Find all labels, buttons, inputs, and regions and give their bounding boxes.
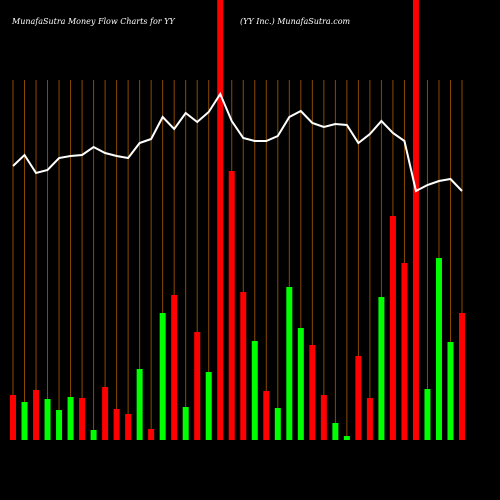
bar	[159, 313, 166, 440]
bar	[67, 397, 74, 440]
bar	[148, 429, 155, 440]
bar	[10, 395, 16, 440]
bar	[343, 436, 350, 440]
bar	[125, 414, 132, 440]
bar	[228, 171, 235, 440]
bar	[459, 313, 465, 440]
bar	[424, 389, 431, 440]
bar	[113, 409, 120, 440]
bar	[412, 0, 419, 440]
bar	[56, 410, 63, 440]
bar	[355, 356, 362, 440]
bar	[263, 391, 270, 440]
bar	[136, 369, 143, 440]
price-line	[12, 91, 463, 193]
bar	[251, 341, 258, 440]
bar	[44, 399, 51, 440]
bar	[171, 295, 178, 440]
bar	[332, 423, 339, 440]
bar	[21, 402, 28, 440]
bar	[240, 292, 247, 440]
bar	[102, 387, 109, 440]
bar	[366, 398, 373, 440]
bar	[286, 287, 293, 440]
bar	[309, 345, 316, 440]
bar	[217, 0, 224, 440]
bar	[401, 263, 408, 440]
bar	[33, 390, 40, 440]
bar	[90, 430, 97, 440]
bar	[378, 297, 385, 440]
bar	[79, 398, 86, 440]
bar	[447, 342, 454, 440]
bar	[435, 258, 442, 440]
bar	[274, 408, 281, 440]
bar	[205, 372, 212, 440]
chart-title: MunafaSutra Money Flow Charts for YY	[11, 17, 175, 26]
bar	[297, 328, 304, 440]
bar	[194, 332, 201, 440]
chart-subtitle: (YY Inc.) MunafaSutra.com	[240, 17, 351, 26]
bar	[389, 216, 396, 440]
bar	[320, 395, 327, 440]
bar	[182, 407, 189, 440]
